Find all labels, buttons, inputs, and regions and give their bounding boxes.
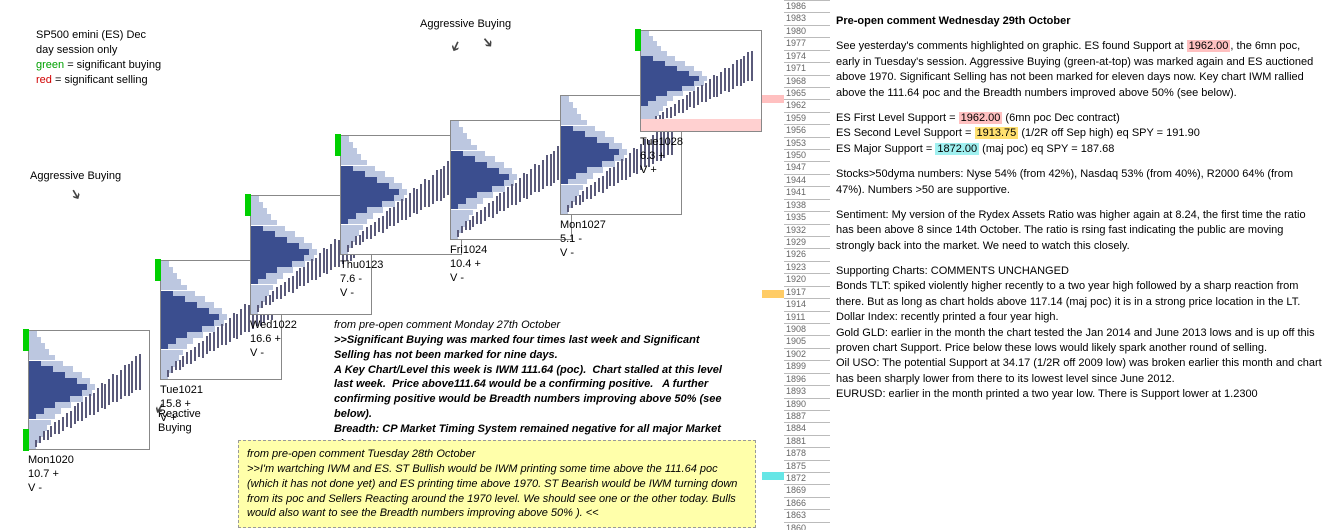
- price-marker: [762, 290, 784, 298]
- label-aggressive-buying-top: Aggressive Buying: [420, 18, 511, 32]
- comment-mon27-body: >>Significant Buying was marked four tim…: [334, 334, 725, 450]
- right-title: Pre-open comment Wednesday 29th October: [836, 14, 1324, 29]
- legend-red: red: [36, 74, 52, 86]
- legend-l2: day session only: [36, 43, 161, 58]
- price-marker: [762, 95, 784, 103]
- arrow-icon: ➔: [478, 33, 499, 53]
- arrow-icon: ➔: [446, 38, 466, 56]
- panel-label-mon1027: Mon10275.1 -V -: [560, 219, 682, 260]
- comment-tue28-box: from pre-open comment Tuesday 28th Octob…: [238, 440, 756, 528]
- panel-label-tue1021: Tue102115.8 +V +: [160, 384, 282, 425]
- comment-tue28-body: >>I'm wartching IWM and ES. ST Bullish w…: [247, 462, 747, 521]
- legend-green: green: [36, 59, 64, 71]
- comment-tue28-title: from pre-open comment Tuesday 28th Octob…: [247, 447, 747, 462]
- label-aggressive-buying-left: Aggressive Buying: [30, 170, 121, 184]
- chart-panel-thu1023: [340, 135, 462, 255]
- hl-1962: 1962.00: [1187, 40, 1231, 52]
- chart-panel-tue1028: [640, 30, 762, 132]
- commentary-right: Pre-open comment Wednesday 29th October …: [836, 14, 1324, 403]
- price-marker: [762, 472, 784, 480]
- comment-mon27: from pre-open comment Monday 27th Octobe…: [334, 318, 730, 452]
- arrow-icon: ➔: [66, 185, 87, 204]
- panel-label-fri1024: Fri102410.4 +V -: [450, 244, 572, 285]
- panel-label-mon1020: Mon102010.7 +V -: [28, 454, 150, 495]
- panel-label-thu1023: Thu01237.6 -V -: [340, 259, 462, 300]
- comment-mon27-title: from pre-open comment Monday 27th Octobe…: [334, 318, 730, 333]
- price-ruler: 1986198319801977197419711968196519621959…: [784, 0, 828, 530]
- chart-panel-fri1024: [450, 120, 572, 240]
- panel-label-tue1028: Tue10286.3 +V +: [640, 136, 762, 177]
- chart-panel-mon1020: [28, 330, 150, 450]
- legend-l1: SP500 emini (ES) Dec: [36, 28, 161, 43]
- legend: SP500 emini (ES) Dec day session only gr…: [36, 28, 161, 87]
